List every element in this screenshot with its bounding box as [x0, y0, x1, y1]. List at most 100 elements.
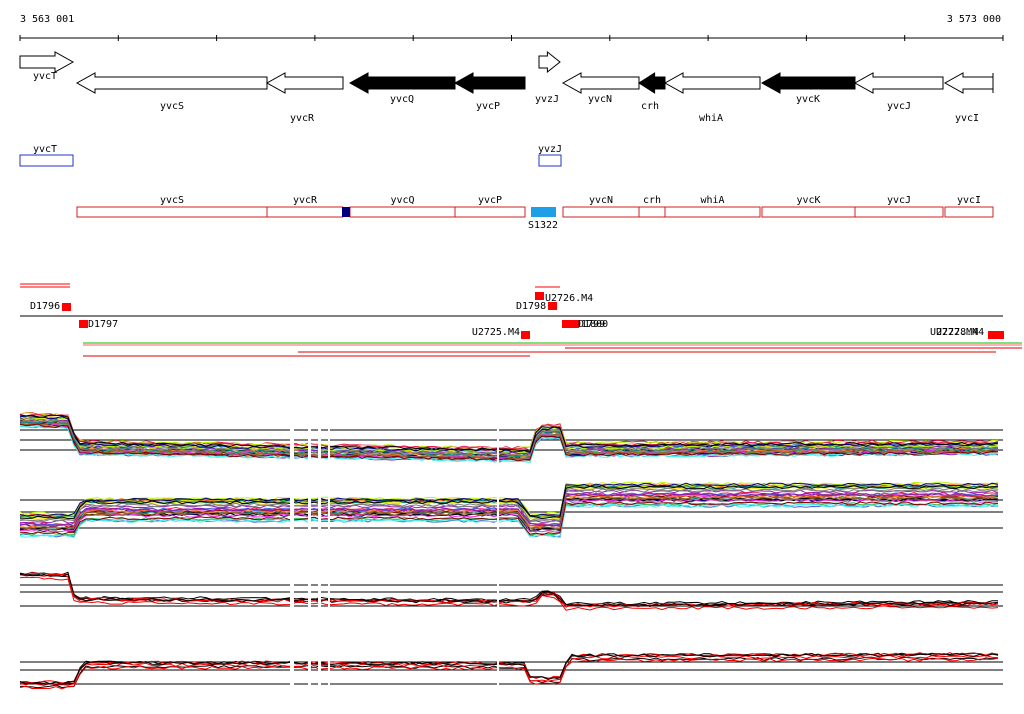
- gene-arrow: [561, 72, 640, 94]
- expression-trace: [19, 484, 999, 519]
- red-box: [638, 206, 666, 218]
- red-box: [562, 206, 640, 218]
- gene-label: yvcS: [160, 101, 184, 112]
- expression-trace: [19, 576, 999, 611]
- red-box: [349, 206, 456, 218]
- red-box-label: yvcR: [293, 195, 318, 206]
- red-box: [266, 206, 344, 218]
- expression-trace: [19, 425, 999, 463]
- red-box-label: crh: [643, 195, 661, 206]
- red-box-label: yvcI: [957, 195, 981, 206]
- terminator-mark: [548, 302, 557, 310]
- terminator-mark: [988, 331, 997, 339]
- expression-trace: [19, 573, 999, 607]
- gap: [328, 400, 330, 700]
- red-box: [76, 206, 268, 218]
- terminator-mark: [62, 303, 71, 311]
- expression-trace: [19, 572, 999, 608]
- gene-arrow: [453, 72, 526, 94]
- expression-trace: [19, 487, 999, 522]
- gene-label: yvcN: [588, 94, 612, 105]
- terminator-mark: [535, 292, 544, 300]
- feature-label: S1322: [528, 220, 558, 231]
- expression-trace: [19, 501, 999, 536]
- gene-arrow: [638, 72, 666, 94]
- expression-trace: [19, 423, 999, 462]
- expression-trace: [19, 656, 999, 689]
- red-box-label: yvcQ: [390, 195, 414, 206]
- gene-label: yvzJ: [535, 94, 559, 105]
- expression-trace: [19, 503, 999, 538]
- red-box-label: yvcJ: [887, 195, 911, 206]
- blue-box: [538, 154, 562, 167]
- gene-arrow: [19, 51, 75, 73]
- gene-label: whiA: [699, 113, 723, 124]
- expression-trace: [19, 652, 999, 685]
- terminator-label: U2725.M4: [472, 327, 520, 338]
- blue-box: [19, 154, 74, 167]
- red-box-label: yvcN: [589, 195, 613, 206]
- expression-trace: [19, 657, 999, 690]
- terminator-label: D1799: [575, 319, 605, 330]
- red-box: [761, 206, 856, 218]
- gene-label: yvcP: [476, 101, 500, 112]
- gene-arrow: [348, 72, 456, 94]
- expression-trace: [19, 425, 999, 464]
- ruler-end: 3 573 000: [947, 14, 1001, 25]
- gap: [318, 400, 321, 700]
- expression-trace: [19, 492, 999, 527]
- expression-trace: [19, 416, 999, 454]
- gene-arrow: [853, 72, 944, 94]
- gene-arrow: [943, 72, 994, 94]
- red-box: [454, 206, 526, 218]
- blue-box-label: yvcT: [33, 144, 57, 155]
- terminator-label: D1796: [30, 301, 60, 312]
- blue-box-label: yvzJ: [538, 144, 562, 155]
- gene-label: yvcR: [290, 113, 315, 124]
- red-box: [854, 206, 944, 218]
- ruler-start: 3 563 001: [20, 14, 74, 25]
- red-box-label: yvcP: [478, 195, 502, 206]
- red-box: [944, 206, 994, 218]
- expression-trace: [19, 414, 999, 452]
- expression-trace: [19, 485, 999, 520]
- gene-arrow: [265, 72, 344, 94]
- gap: [290, 400, 294, 700]
- gap: [497, 400, 499, 700]
- expression-trace: [20, 652, 999, 684]
- expression-trace: [19, 419, 999, 457]
- gene-arrow: [75, 72, 268, 94]
- gene-arrow: [663, 72, 761, 94]
- gap: [308, 400, 311, 700]
- gene-label: yvcI: [955, 113, 979, 124]
- terminator-label: D1798: [516, 301, 546, 312]
- terminator-label: D1797: [88, 319, 118, 330]
- terminator-label: D1800: [578, 319, 608, 330]
- marker: [342, 207, 350, 217]
- gene-label: yvcQ: [390, 94, 414, 105]
- terminator-mark: [562, 320, 571, 328]
- feature-box: [531, 207, 556, 217]
- red-box-label: yvcK: [796, 195, 820, 206]
- red-box-label: yvcS: [160, 195, 184, 206]
- gene-label: yvcT: [33, 71, 57, 82]
- content: yvcT yvcS yvcR yvcQ yvcP yvzJ yvcN crh whiA yvcK y…: [19, 35, 1022, 700]
- terminator-label: U2728.M4: [936, 327, 984, 338]
- terminator-mark: [570, 320, 579, 328]
- gene-label: yvcK: [796, 94, 820, 105]
- gene-arrow: [538, 50, 561, 74]
- expression-trace: [19, 496, 999, 531]
- gene-arrow: [760, 72, 856, 94]
- terminator-mark: [521, 331, 530, 339]
- expression-trace: [19, 571, 998, 606]
- expression-trace: [19, 501, 999, 536]
- terminator-label: U2727.M4: [930, 327, 978, 338]
- gene-label: crh: [641, 101, 659, 112]
- gene-label: yvcJ: [887, 101, 911, 112]
- terminator-mark: [79, 320, 88, 328]
- terminator-label: U2726.M4: [545, 293, 593, 304]
- red-box-label: whiA: [700, 195, 724, 206]
- terminator-mark: [995, 331, 1004, 339]
